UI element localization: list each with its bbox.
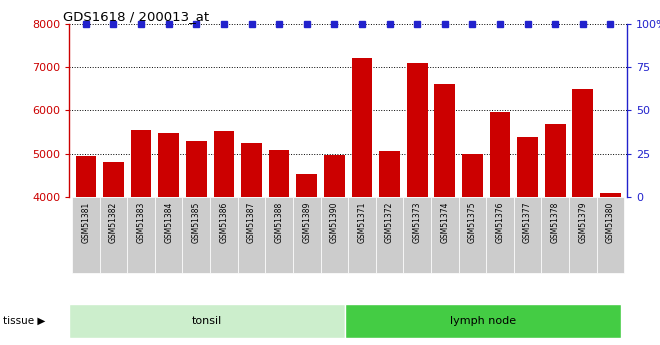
Bar bbox=[572, 89, 593, 197]
Bar bbox=[324, 155, 345, 197]
Bar bbox=[296, 174, 317, 197]
Bar bbox=[431, 197, 459, 273]
Text: GSM51371: GSM51371 bbox=[358, 202, 366, 243]
Bar bbox=[293, 197, 321, 273]
Text: GDS1618 / 200013_at: GDS1618 / 200013_at bbox=[63, 10, 209, 23]
Text: GSM51373: GSM51373 bbox=[412, 202, 422, 243]
Bar bbox=[72, 197, 100, 273]
Text: GSM51376: GSM51376 bbox=[496, 202, 504, 243]
Text: GSM51372: GSM51372 bbox=[385, 202, 394, 243]
Bar bbox=[75, 156, 96, 197]
Bar bbox=[269, 150, 290, 197]
Text: GSM51380: GSM51380 bbox=[606, 202, 615, 243]
Text: GSM51383: GSM51383 bbox=[137, 202, 146, 243]
Bar bbox=[69, 304, 345, 338]
Bar bbox=[434, 83, 455, 197]
Bar bbox=[183, 197, 210, 273]
Bar bbox=[352, 58, 372, 197]
Bar bbox=[545, 124, 566, 197]
Text: GSM51374: GSM51374 bbox=[440, 202, 449, 243]
Bar bbox=[238, 197, 265, 273]
Bar bbox=[103, 162, 124, 197]
Bar bbox=[321, 197, 348, 273]
Bar bbox=[214, 131, 234, 197]
Bar bbox=[376, 197, 403, 273]
Bar bbox=[131, 130, 151, 197]
Text: GSM51378: GSM51378 bbox=[550, 202, 560, 243]
Bar bbox=[597, 197, 624, 273]
Text: GSM51388: GSM51388 bbox=[275, 202, 284, 243]
Bar bbox=[158, 133, 179, 197]
Text: lymph node: lymph node bbox=[450, 316, 517, 326]
Bar bbox=[569, 197, 597, 273]
Bar bbox=[348, 197, 376, 273]
Text: GSM51387: GSM51387 bbox=[247, 202, 256, 243]
Text: GSM51386: GSM51386 bbox=[219, 202, 228, 243]
Bar bbox=[490, 112, 510, 197]
Text: GSM51390: GSM51390 bbox=[330, 202, 339, 243]
Bar bbox=[459, 197, 486, 273]
Bar bbox=[186, 141, 207, 197]
Text: GSM51384: GSM51384 bbox=[164, 202, 173, 243]
Bar bbox=[513, 197, 541, 273]
Bar bbox=[407, 63, 428, 197]
Bar bbox=[486, 197, 513, 273]
Bar bbox=[517, 137, 538, 197]
Bar bbox=[379, 150, 400, 197]
Bar bbox=[541, 197, 569, 273]
Text: GSM51389: GSM51389 bbox=[302, 202, 312, 243]
Text: GSM51379: GSM51379 bbox=[578, 202, 587, 243]
Bar bbox=[403, 197, 431, 273]
Bar bbox=[155, 197, 183, 273]
Bar bbox=[345, 304, 622, 338]
Bar bbox=[241, 143, 262, 197]
Bar bbox=[127, 197, 155, 273]
Bar bbox=[462, 154, 482, 197]
Bar bbox=[210, 197, 238, 273]
Bar bbox=[100, 197, 127, 273]
Text: tissue ▶: tissue ▶ bbox=[3, 316, 46, 326]
Text: GSM51381: GSM51381 bbox=[81, 202, 90, 243]
Text: GSM51385: GSM51385 bbox=[192, 202, 201, 243]
Text: GSM51377: GSM51377 bbox=[523, 202, 532, 243]
Text: tonsil: tonsil bbox=[192, 316, 222, 326]
Bar bbox=[600, 193, 621, 197]
Bar bbox=[265, 197, 293, 273]
Text: GSM51382: GSM51382 bbox=[109, 202, 118, 243]
Text: GSM51375: GSM51375 bbox=[468, 202, 477, 243]
